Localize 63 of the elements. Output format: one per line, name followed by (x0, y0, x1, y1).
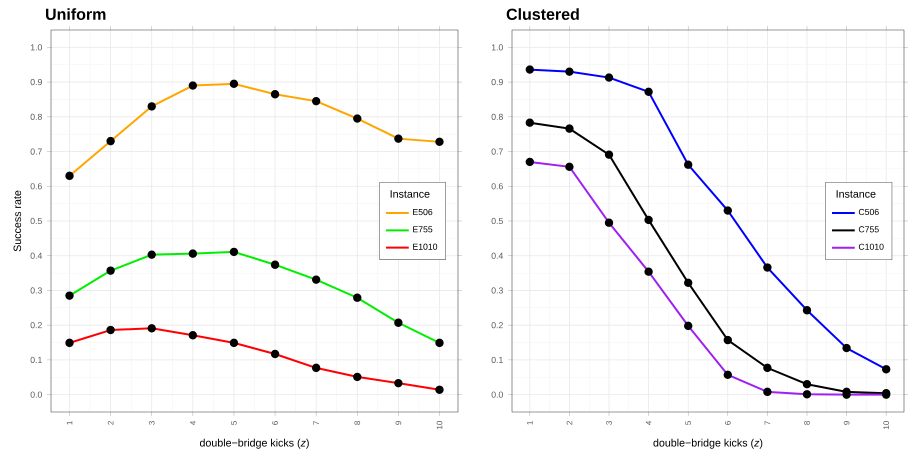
x-tick-label: 8 (354, 421, 360, 425)
point (565, 124, 574, 133)
chart-title: Uniform (46, 8, 106, 20)
x-tick-label: 2 (566, 421, 572, 425)
point (684, 278, 692, 288)
legend-label: E1010 (413, 244, 438, 250)
y-tick-label: 0.6 (30, 183, 42, 190)
legend-label: C1010 (858, 244, 884, 250)
y-tick-label: 0.0 (492, 392, 503, 398)
point (763, 364, 772, 372)
y-tick-label: 0.2 (492, 322, 503, 328)
y-tick-label: 0.7 (492, 148, 503, 155)
y-tick-label: 0.6 (492, 183, 503, 190)
y-tick-label: 0.0 (30, 392, 42, 398)
y-tick-label: 0.8 (30, 114, 42, 120)
x-tick-label: 9 (844, 421, 850, 425)
x-tick-label: 7 (313, 421, 319, 425)
x-tick-label: 1 (527, 421, 533, 425)
x-tick-label: 10 (436, 421, 442, 429)
y-tick-label: 0.8 (492, 114, 503, 120)
y-tick-label: 0.9 (492, 79, 503, 86)
x-axis-title: double−bridge kicks (z) (653, 438, 762, 449)
point (604, 150, 614, 159)
chart-title: Clustered (506, 8, 579, 20)
x-tick-label: 2 (108, 421, 114, 425)
x-tick-label: 3 (606, 421, 612, 425)
y-tick-label: 0.7 (30, 148, 42, 155)
x-axis-title: double−bridge kicks (z) (200, 438, 309, 449)
y-tick-label: 1.0 (492, 44, 503, 50)
legend-label: E506 (413, 208, 432, 216)
y-tick-label: 0.2 (30, 322, 42, 328)
point (724, 336, 732, 344)
x-tick-label: 5 (231, 421, 237, 425)
y-tick-label: 0.9 (30, 79, 42, 86)
x-tick-label: 4 (190, 420, 196, 425)
point (802, 380, 812, 388)
x-tick-label: 4 (646, 420, 652, 425)
y-tick-label: 0.5 (492, 218, 503, 224)
point (526, 118, 534, 127)
y-axis-title: Success rate (14, 190, 22, 252)
x-tick-label: 5 (685, 421, 691, 425)
legend-title: Instance (836, 190, 876, 198)
x-tick-label: 6 (272, 421, 278, 425)
y-tick-label: 0.4 (30, 252, 42, 259)
x-tick-label: 3 (148, 421, 155, 425)
x-tick-label: 7 (764, 421, 770, 425)
legend-label: C506 (858, 208, 879, 216)
y-tick-label: 0.5 (30, 218, 42, 224)
y-tick-label: 0.1 (30, 356, 42, 363)
legend-label: E755 (413, 226, 432, 232)
x-tick-label: 9 (396, 421, 402, 425)
y-tick-label: 1.0 (30, 44, 42, 50)
x-tick-label: 10 (883, 421, 890, 429)
legend-label: C755 (858, 226, 879, 232)
y-tick-label: 0.4 (492, 252, 504, 259)
y-tick-label: 0.3 (30, 287, 42, 294)
x-tick-label: 1 (66, 421, 72, 425)
point (644, 216, 653, 224)
legend-title: Instance (390, 190, 430, 198)
x-tick-label: 8 (804, 421, 810, 425)
y-tick-label: 0.1 (492, 356, 503, 363)
x-tick-label: 6 (724, 421, 731, 425)
y-tick-label: 0.3 (492, 287, 503, 294)
